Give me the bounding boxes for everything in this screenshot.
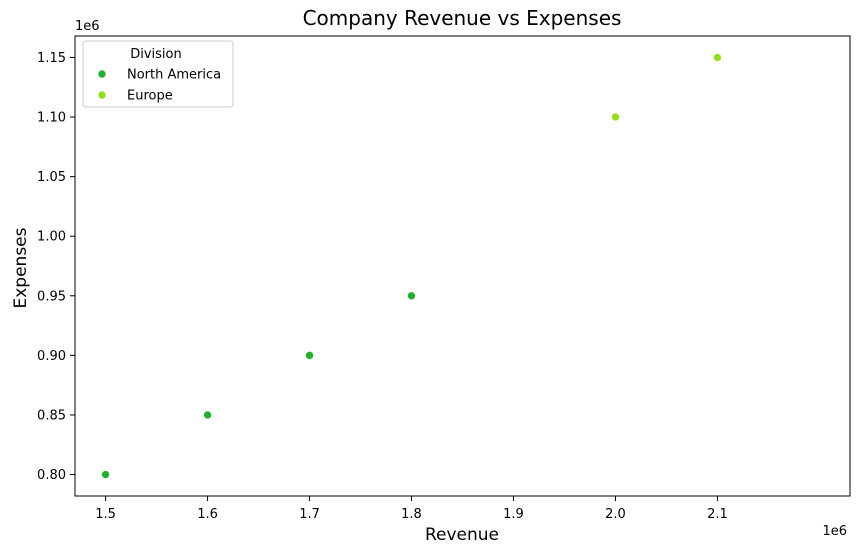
y-tick-label: 0.95 <box>37 289 66 304</box>
legend-title: Division <box>130 47 182 62</box>
x-axis-label: Revenue <box>425 525 499 545</box>
data-point <box>305 351 314 360</box>
y-tick-label: 0.90 <box>37 349 66 364</box>
data-points <box>101 53 722 479</box>
chart-title: Company Revenue vs Expenses <box>303 6 622 30</box>
x-tick-label: 1.8 <box>401 507 422 522</box>
legend-items: North America Europe <box>97 68 221 104</box>
y-tick-label: 1.10 <box>37 111 66 126</box>
legend-marker <box>97 69 107 79</box>
axis-ticks: 1.5 1.6 1.7 1.8 1.9 2.0 2.1 0.80 0.85 0.90 0.95 1.0… <box>37 51 728 522</box>
x-axis-offset-label: 1e6 <box>822 524 847 539</box>
y-tick-label: 0.85 <box>37 408 66 423</box>
y-axis-offset-label: 1e6 <box>75 19 100 34</box>
x-tick-label: 2.0 <box>605 507 626 522</box>
plot-area-frame <box>74 35 851 497</box>
legend-label: North America <box>127 68 221 83</box>
y-tick-label: 0.80 <box>37 468 66 483</box>
x-tick-label: 1.9 <box>503 507 524 522</box>
data-point <box>407 291 416 301</box>
legend-box <box>82 40 234 108</box>
x-tick-label: 1.7 <box>299 507 320 522</box>
y-tick-label: 1.00 <box>37 230 66 245</box>
data-point <box>203 410 212 420</box>
y-tick-label: 1.15 <box>37 51 66 66</box>
data-point <box>611 112 620 122</box>
x-tick-label: 1.5 <box>95 507 116 522</box>
legend: Division North America Europe <box>82 40 234 108</box>
data-point <box>101 470 110 479</box>
data-point <box>713 53 722 62</box>
y-axis-label: Expenses <box>11 227 31 308</box>
legend-marker <box>97 90 107 100</box>
legend-label: Europe <box>127 89 173 104</box>
y-tick-label: 1.05 <box>37 170 66 185</box>
x-tick-label: 2.1 <box>707 507 728 522</box>
x-tick-label: 1.6 <box>197 507 218 522</box>
